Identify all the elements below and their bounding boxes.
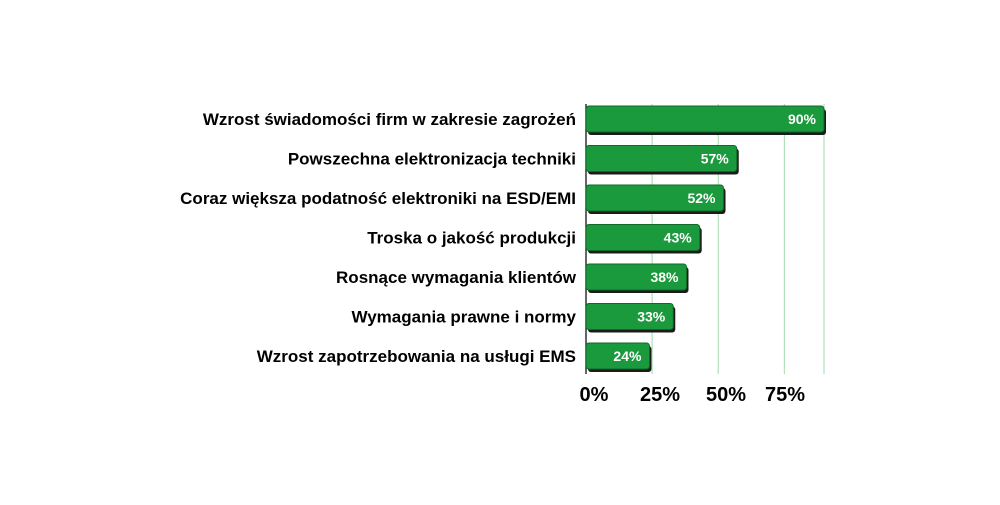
category-label: Powszechna elektronizacja techniki	[288, 150, 576, 169]
category-label: Wzrost świadomości firm w zakresie zagro…	[203, 110, 576, 129]
bar	[585, 145, 738, 172]
data-label: 24%	[613, 348, 642, 364]
x-axis-ticks: 0% 25% 50% 75%	[580, 384, 806, 406]
data-label: 33%	[637, 309, 666, 325]
data-label: 38%	[650, 269, 679, 285]
bar	[585, 224, 701, 251]
bar	[585, 303, 674, 330]
bar	[585, 184, 725, 212]
data-label: 57%	[701, 151, 730, 167]
x-tick-label: 75%	[765, 384, 805, 406]
category-label: Coraz większa podatność elektroniki na E…	[180, 189, 576, 208]
data-label: 43%	[664, 230, 693, 246]
data-label: 52%	[687, 190, 716, 206]
x-tick-label: 25%	[640, 384, 680, 406]
bar	[585, 263, 687, 291]
category-label: Troska o jakość produkcji	[367, 229, 576, 248]
data-label: 90%	[788, 111, 817, 127]
category-label: Rosnące wymagania klientów	[336, 268, 577, 287]
bar	[585, 105, 825, 133]
x-tick-label: 50%	[706, 384, 746, 406]
category-label: Wzrost zapotrzebowania na usługi EMS	[257, 347, 576, 366]
category-labels: Wzrost świadomości firm w zakresie zagro…	[180, 110, 577, 366]
bar	[585, 342, 650, 370]
category-label: Wymagania prawne i normy	[351, 308, 576, 327]
x-tick-label: 0%	[580, 384, 609, 406]
bars: 90% 57% 52% 43% 38% 33% 24%	[585, 105, 826, 372]
